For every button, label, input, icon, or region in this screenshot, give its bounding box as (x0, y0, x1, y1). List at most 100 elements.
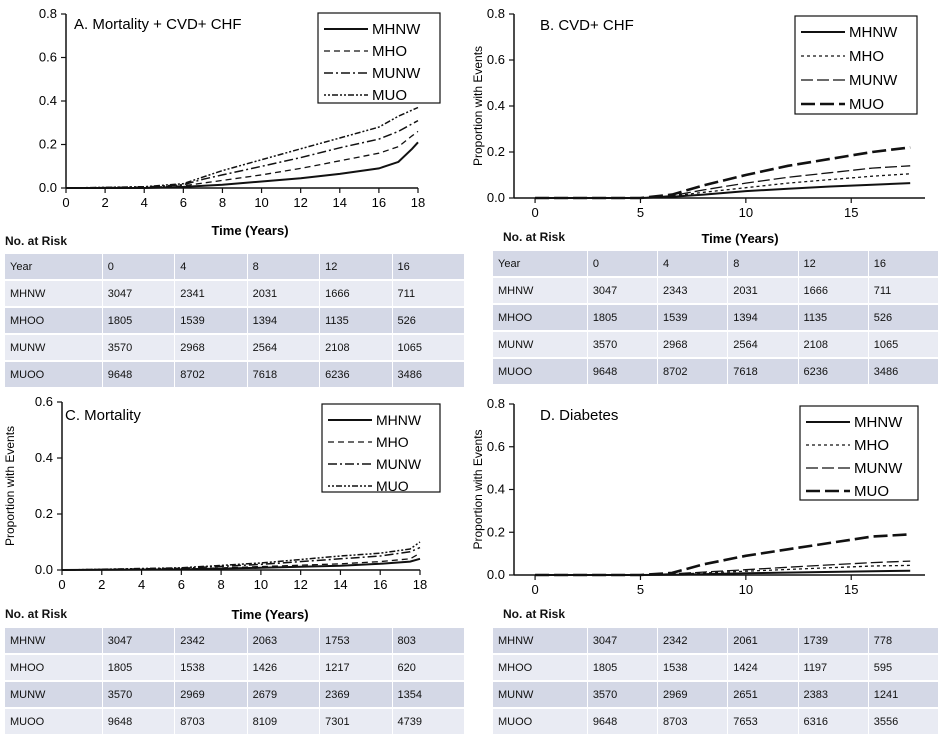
legend-label-munw: MUNW (376, 456, 422, 472)
x-tick-label: 5 (637, 205, 644, 220)
risk-cell: 8 (727, 251, 799, 278)
y-axis-label: Proportion with Events (471, 429, 485, 549)
risk-cell: 3486 (868, 358, 940, 386)
panel-a: 0 2 4 6 8 10 12 14 16 18 0.0 0.2 0.4 0.6 0.8 Time (Year… (0, 0, 470, 238)
x-tick-label: 18 (413, 577, 427, 592)
legend-label-munw: MUNW (372, 65, 421, 82)
risk-cell: 1805 (102, 307, 176, 335)
risk-cell: 526 (868, 304, 940, 332)
risk-cell: 2031 (727, 277, 799, 305)
y-tick-label: 0.8 (39, 6, 57, 21)
risk-row-label: MUNW (493, 681, 588, 709)
legend-label-mhnw: MHNW (372, 21, 421, 38)
risk-cell: 2679 (247, 681, 321, 709)
risk-cell: 1424 (727, 654, 799, 682)
risk-row: MUNW 3570 2969 2651 2383 1241 (493, 681, 940, 709)
series-line-mho (535, 564, 911, 576)
y-tick-label: 0.4 (35, 450, 53, 465)
y-tick-label: 0.2 (35, 506, 53, 521)
y-tick-label: 0.4 (39, 93, 57, 108)
risk-table-a: Year 0 4 8 12 16 MHNW 3047 2341 2031 1666 711 MHOO 18… (5, 254, 466, 389)
x-tick-label: 2 (101, 195, 108, 210)
series-line-mho (65, 130, 419, 189)
x-tick-label: 15 (844, 582, 858, 597)
risk-cell: 2341 (174, 280, 248, 308)
risk-cell: 9648 (102, 361, 176, 389)
chart-d: 0 5 10 15 0.0 0.2 0.4 0.6 0.8 Proportion with Eve… (471, 396, 925, 597)
risk-cell: 3047 (587, 277, 659, 305)
legend-label-mhnw: MHNW (854, 414, 903, 431)
x-tick-label: 10 (254, 577, 268, 592)
risk-cell: 8 (247, 254, 321, 281)
risk-row-label: MUNW (5, 681, 103, 709)
x-tick-label: 0 (62, 195, 69, 210)
legend-label-mho: MHO (372, 43, 407, 60)
y-tick-label: 0.8 (487, 6, 505, 21)
x-tick-label: 6 (180, 195, 187, 210)
legend-label-munw: MUNW (849, 72, 898, 89)
x-tick-label: 10 (739, 582, 753, 597)
x-axis-label: Time (Years) (211, 223, 288, 238)
x-tick-label: 14 (333, 195, 347, 210)
x-tick-label: 8 (219, 195, 226, 210)
y-tick-label: 0.2 (487, 144, 505, 159)
risk-cell: 2342 (657, 628, 729, 655)
risk-cell: 1217 (319, 654, 393, 682)
risk-row-label: MHOO (493, 304, 588, 332)
y-tick-label: 0.6 (487, 52, 505, 67)
risk-cell: 3047 (102, 280, 176, 308)
risk-row: Year 0 4 8 12 16 (5, 254, 466, 281)
risk-row: MUOO 9648 8702 7618 6236 3486 (5, 361, 466, 389)
risk-row-label: MHNW (5, 628, 103, 655)
risk-row: MHNW 3047 2343 2031 1666 711 (493, 277, 940, 305)
risk-table-c: MHNW 3047 2342 2063 1753 803 MHOO 1805 1538 1426 1… (5, 628, 466, 736)
risk-cell: 9648 (587, 708, 659, 736)
x-tick-label: 12 (293, 195, 307, 210)
risk-cell: 3570 (587, 331, 659, 359)
series-line-muo (61, 541, 421, 571)
risk-cell: 7653 (727, 708, 799, 736)
y-tick-label: 0.6 (39, 50, 57, 65)
risk-cell: 8109 (247, 708, 321, 736)
legend-label-muo: MUO (849, 96, 884, 113)
risk-row-label: MUNW (5, 334, 103, 362)
risk-cell: 1539 (174, 307, 248, 335)
risk-cell: 8702 (657, 358, 729, 386)
risk-cell: 9648 (102, 708, 176, 736)
x-tick-label: 4 (141, 195, 148, 210)
risk-label-c: No. at Risk (5, 607, 68, 621)
legend-label-mhnw: MHNW (376, 412, 422, 428)
x-tick-label: 4 (138, 577, 145, 592)
x-axis-label: Time (Years) (701, 231, 778, 246)
risk-cell: 12 (319, 254, 393, 281)
risk-cell: 0 (587, 251, 659, 278)
risk-cell: 6236 (798, 358, 869, 386)
series-line-munw (61, 546, 421, 571)
risk-row-label: MHOO (5, 307, 103, 335)
risk-cell: 2651 (727, 681, 799, 709)
x-tick-label: 10 (739, 205, 753, 220)
x-tick-label: 10 (254, 195, 268, 210)
x-tick-label: 0 (531, 205, 538, 220)
legend-box (321, 403, 441, 493)
risk-cell: 1354 (392, 681, 466, 709)
risk-cell: 7618 (247, 361, 321, 389)
chart-a: 0 2 4 6 8 10 12 14 16 18 0.0 0.2 0.4 0.6 0.8 Time (Year… (39, 6, 441, 238)
risk-label-d: No. at Risk (503, 607, 566, 621)
risk-cell: 2031 (247, 280, 321, 308)
risk-cell: 1538 (657, 654, 729, 682)
risk-row: MHNW 3047 2342 2061 1739 778 (493, 628, 940, 655)
risk-cell: 2564 (727, 331, 799, 359)
risk-cell: 711 (868, 277, 940, 305)
risk-cell: 2564 (247, 334, 321, 362)
risk-row: MHOO 1805 1539 1394 1135 526 (5, 307, 466, 335)
series-line-mhnw (61, 557, 421, 571)
series-line-muo (65, 106, 419, 189)
risk-cell: 1426 (247, 654, 321, 682)
risk-row: MUOO 9648 8703 8109 7301 4739 (5, 708, 466, 736)
y-tick-label: 0.8 (487, 396, 505, 411)
x-tick-label: 16 (373, 577, 387, 592)
risk-cell: 2968 (174, 334, 248, 362)
risk-row: MUNW 3570 2968 2564 2108 1065 (493, 331, 940, 359)
risk-row-label: MUOO (5, 361, 103, 389)
